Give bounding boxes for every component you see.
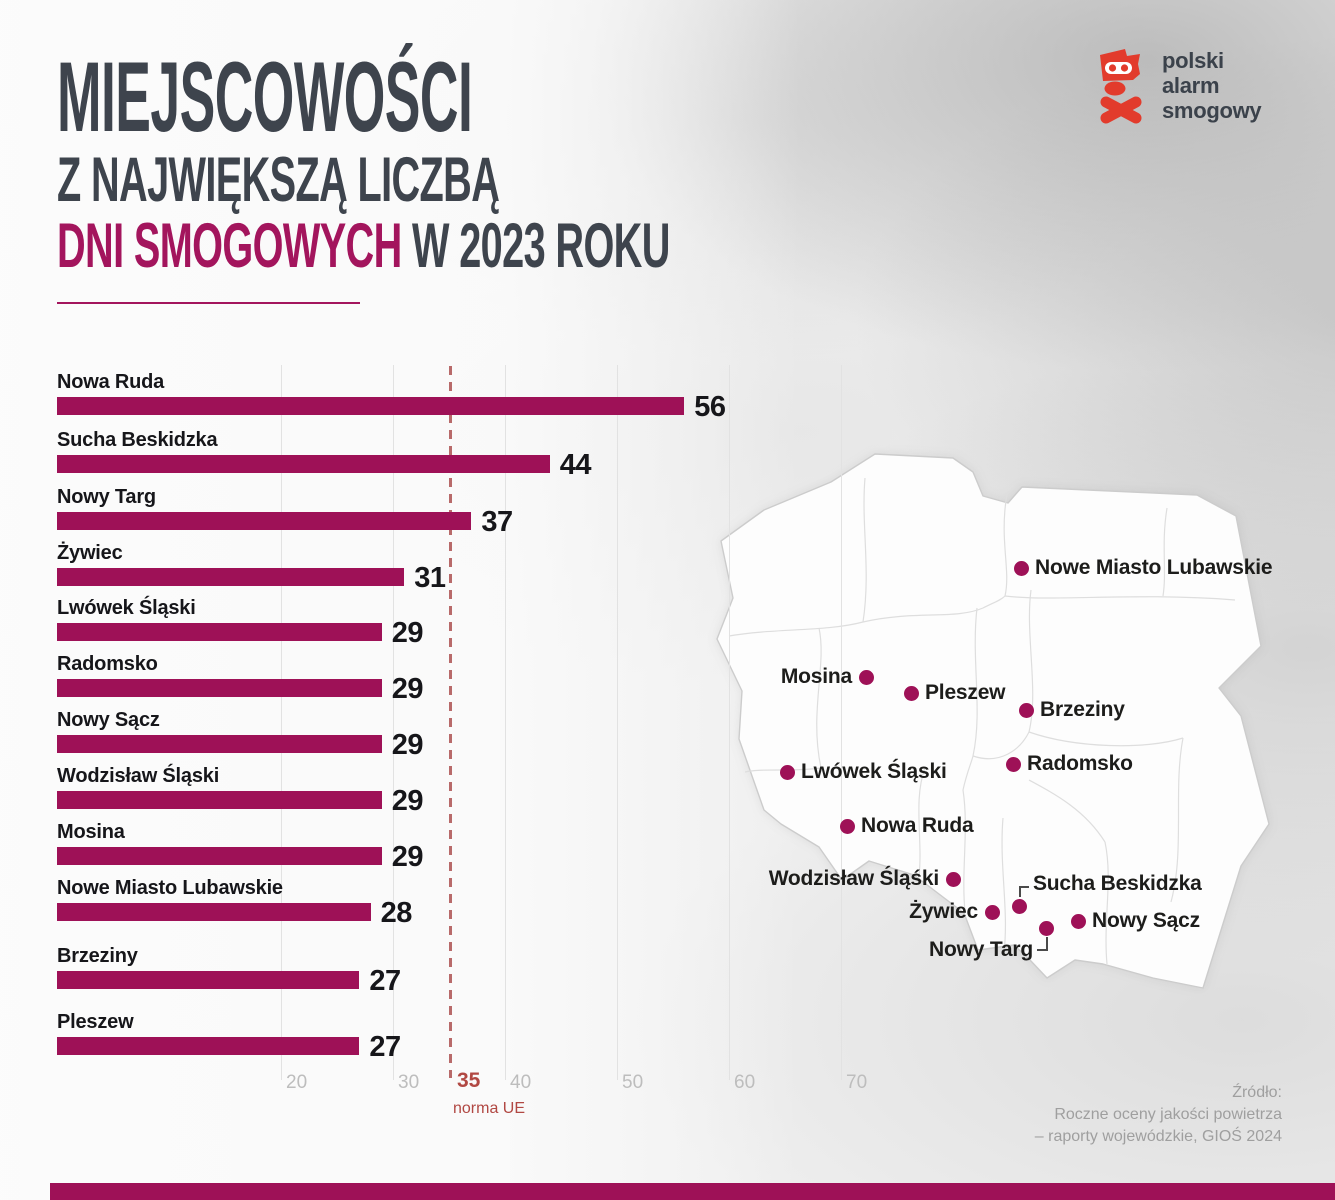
bar-label: Nowy Targ	[57, 486, 156, 508]
axis-tick-50: 50	[622, 1072, 644, 1093]
bar-label: Sucha Beskidzka	[57, 429, 218, 451]
bar	[57, 679, 382, 697]
source-note: Źródło: Roczne oceny jakości powietrza –…	[1035, 1082, 1282, 1148]
bar-label: Nowe Miasto Lubawskie	[57, 877, 283, 899]
bar-value: 31	[414, 562, 446, 594]
bar	[57, 397, 685, 415]
bar-label: Brzeziny	[57, 945, 138, 967]
bar	[57, 971, 360, 989]
source-line-1: Źródło:	[1232, 1084, 1282, 1101]
title-line-3-rest: W 2023 ROKU	[401, 211, 670, 282]
bar-label: Wodzisław Śląski	[57, 765, 220, 787]
axis-tick-70: 70	[846, 1072, 868, 1093]
bar-label: Mosina	[57, 821, 125, 843]
title-line-2: Z NAJWIĘKSZĄ LICZBĄ	[57, 145, 500, 216]
bar-value: 29	[391, 617, 424, 649]
smog-skull-icon	[1100, 49, 1142, 124]
poland-outline	[716, 453, 1270, 989]
bar-value: 29	[391, 785, 424, 817]
bar	[57, 791, 382, 809]
bar-value: 28	[380, 897, 413, 929]
logo-word-2: alarm	[1162, 73, 1220, 98]
eu-norm-value: 35	[457, 1069, 481, 1092]
bar-value: 29	[391, 673, 424, 705]
title-line-3: DNI SMOGOWYCH W 2023 ROKU	[57, 215, 670, 278]
source-line-2: Roczne oceny jakości powietrza	[1054, 1106, 1282, 1123]
bar-value: 29	[391, 729, 424, 761]
bar	[57, 903, 371, 921]
logo-wordmark: polski alarm smogowy	[1162, 48, 1262, 124]
bar-value: 27	[369, 965, 401, 997]
bar	[57, 455, 550, 473]
bar-label: Żywiec	[57, 542, 123, 564]
title-highlight: DNI SMOGOWYCH	[57, 211, 402, 282]
gridline-50	[617, 365, 618, 1080]
polski-alarm-smogowy-logo: polski alarm smogowy	[1098, 48, 1262, 124]
eu-norm-sublabel: norma UE	[453, 1100, 526, 1117]
bar	[57, 623, 382, 641]
axis-tick-20: 20	[286, 1072, 308, 1093]
bar-value: 29	[391, 841, 424, 873]
axis-tick-30: 30	[398, 1072, 420, 1093]
source-line-3: – raporty wojewódzkie, GIOŚ 2024	[1034, 1128, 1282, 1145]
axis-tick-40: 40	[510, 1072, 532, 1093]
gridline-30	[393, 365, 394, 1080]
bar-label: Nowy Sącz	[57, 709, 160, 731]
bar-value: 37	[481, 506, 513, 538]
gridline-40	[505, 365, 506, 1080]
axis-tick-60: 60	[734, 1072, 756, 1093]
eu-norm-line	[449, 366, 452, 1078]
bottom-accent-bar	[50, 1183, 1335, 1200]
bar	[57, 512, 472, 530]
bar	[57, 847, 382, 865]
bar-value: 27	[369, 1031, 401, 1063]
title-line-1: MIEJSCOWOŚCI	[57, 41, 473, 152]
bar	[57, 735, 382, 753]
poland-map	[716, 453, 1270, 989]
bar-label: Lwówek Śląski	[57, 597, 196, 619]
bar	[57, 568, 405, 586]
bar	[57, 1037, 360, 1055]
bar-value: 44	[559, 449, 592, 481]
logo-word-3: smogowy	[1162, 98, 1262, 123]
page-title: MIEJSCOWOŚCI Z NAJWIĘKSZĄ LICZBĄ DNI SMO…	[57, 41, 1030, 305]
title-underline	[57, 302, 360, 305]
gridline-20	[281, 365, 282, 1080]
bar-label: Radomsko	[57, 653, 158, 675]
bar-value: 56	[694, 391, 726, 423]
bar-label: Pleszew	[57, 1011, 134, 1033]
logo-word-1: polski	[1162, 48, 1224, 73]
bar-label: Nowa Ruda	[57, 371, 165, 393]
